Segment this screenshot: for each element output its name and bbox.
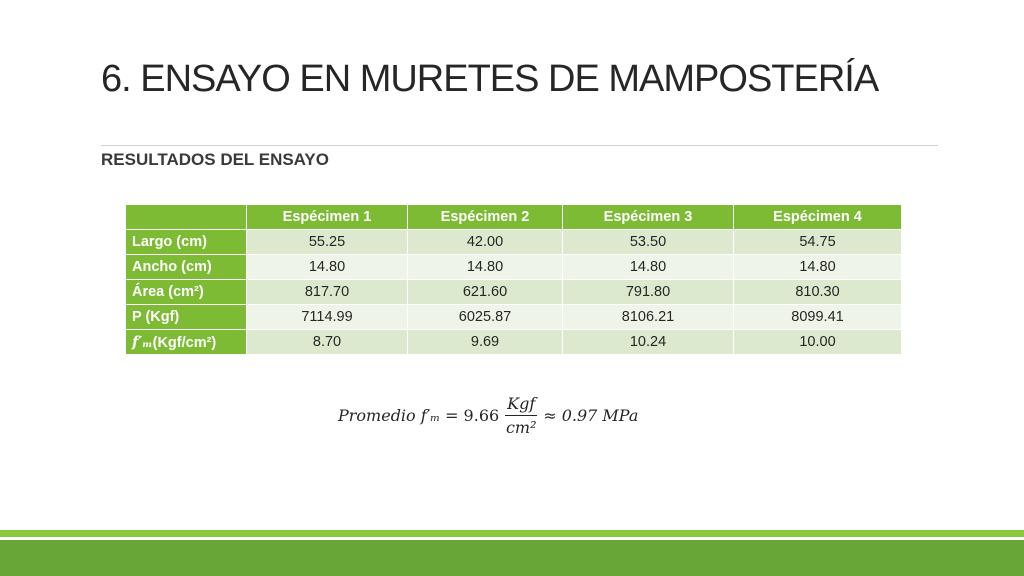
table-header-row: Espécimen 1 Espécimen 2 Espécimen 3 Espé…	[125, 204, 902, 230]
table-row: f′ₘ(Kgf/cm²) 8.70 9.69 10.24 10.00	[125, 329, 902, 355]
formula-result: 0.97 MPa	[561, 405, 639, 425]
unit-fraction: Kgf cm²	[505, 394, 538, 437]
results-table: Espécimen 1 Espécimen 2 Espécimen 3 Espé…	[125, 204, 902, 355]
table-cell: 6025.87	[407, 304, 563, 330]
table-cell: 54.75	[733, 229, 902, 255]
section-subtitle: RESULTADOS DEL ENSAYO	[101, 150, 329, 169]
table-cell: 10.00	[733, 329, 902, 355]
formula-value: 9.66	[463, 405, 500, 425]
column-header: Espécimen 2	[407, 204, 563, 230]
table-corner-cell	[125, 204, 247, 230]
table-cell: 8099.41	[733, 304, 902, 330]
table-cell: 8106.21	[562, 304, 734, 330]
table-cell: 14.80	[407, 254, 563, 280]
row-label-unit: (Kgf/cm²)	[152, 334, 217, 351]
unit-denominator: cm²	[505, 417, 537, 437]
footer-accent-line	[0, 530, 1024, 537]
row-label: Área (cm²)	[125, 279, 247, 305]
table-cell: 817.70	[246, 279, 408, 305]
table-row: Ancho (cm) 14.80 14.80 14.80 14.80	[125, 254, 902, 280]
table-cell: 42.00	[407, 229, 563, 255]
table-cell: 55.25	[246, 229, 408, 255]
table-row: Área (cm²) 817.70 621.60 791.80 810.30	[125, 279, 902, 305]
row-label: f′ₘ(Kgf/cm²)	[125, 329, 247, 355]
row-label: P (Kgf)	[125, 304, 247, 330]
column-header: Espécimen 3	[562, 204, 734, 230]
table-cell: 53.50	[562, 229, 734, 255]
title-divider	[101, 145, 938, 146]
table-cell: 7114.99	[246, 304, 408, 330]
table-cell: 14.80	[562, 254, 734, 280]
table-cell: 621.60	[407, 279, 563, 305]
table-cell: 14.80	[246, 254, 408, 280]
slide-title: 6. ENSAYO EN MURETES DE MAMPOSTERÍA	[101, 58, 879, 100]
table-cell: 10.24	[562, 329, 734, 355]
column-header: Espécimen 4	[733, 204, 902, 230]
table-row: Largo (cm) 55.25 42.00 53.50 54.75	[125, 229, 902, 255]
formula-equals: =	[445, 405, 459, 425]
footer-band	[0, 540, 1024, 576]
row-label: Largo (cm)	[125, 229, 247, 255]
table-cell: 810.30	[733, 279, 902, 305]
fm-symbol: f′ₘ	[132, 333, 153, 351]
row-label: Ancho (cm)	[125, 254, 247, 280]
table-cell: 8.70	[246, 329, 408, 355]
unit-numerator: Kgf	[505, 394, 538, 416]
average-formula: Promedio f′ₘ = 9.66 Kgf cm² ≈ 0.97 MPa	[338, 390, 638, 440]
table-cell: 9.69	[407, 329, 563, 355]
formula-lhs: Promedio f′ₘ	[338, 405, 441, 425]
table-cell: 14.80	[733, 254, 902, 280]
table-cell: 791.80	[562, 279, 734, 305]
formula-approx: ≈	[543, 405, 557, 425]
column-header: Espécimen 1	[246, 204, 408, 230]
table-row: P (Kgf) 7114.99 6025.87 8106.21 8099.41	[125, 304, 902, 330]
